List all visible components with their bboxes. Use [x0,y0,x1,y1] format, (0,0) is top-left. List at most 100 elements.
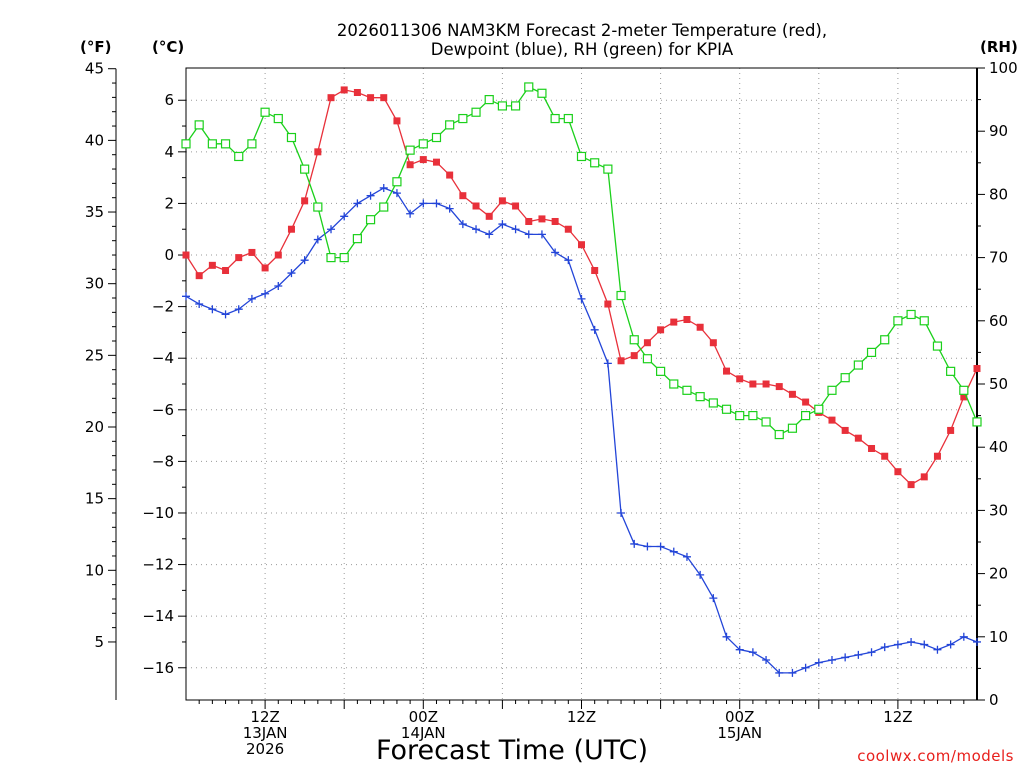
dewpoint-point [709,594,718,603]
rh-point [220,139,231,149]
rh-point [510,101,521,111]
dewpoint-point [419,199,428,208]
dewpoint-point [498,220,507,229]
rh-tick-label: 60 [989,312,1008,330]
dewpoint-point [182,292,190,301]
fahrenheit-tick-label: 25 [85,346,104,364]
temperature-point [841,426,849,434]
temperature-point [802,398,810,406]
dewpoint-point [261,289,270,298]
temperature-point [920,473,928,481]
rh-point [919,316,929,326]
dewpoint-point [735,645,744,654]
dewpoint-point [195,300,204,309]
grid-layer [186,68,978,700]
temperature-point [960,393,968,401]
temperature-point [564,225,572,233]
dewpoint-point [630,539,639,548]
temperature-line [185,89,978,486]
rh-point [445,120,455,130]
series-layer [181,82,982,677]
rh-point [893,316,903,326]
celsius-tick-label: −2 [152,298,174,316]
dewpoint-point [643,542,652,551]
temperature-point [419,156,427,164]
temperature-point [894,468,902,476]
temperature-point [222,266,230,274]
axes-layer: 454035302520151056420−2−4−6−8−10−12−14−1… [85,59,1018,758]
temperature-point [907,481,915,489]
rh-point [946,366,956,376]
dewpoint-point [340,212,349,221]
rh-point [273,113,283,124]
temperature-point [696,323,704,331]
dewpoint-point [617,508,626,517]
dewpoint-point [472,225,481,234]
temperature-point [301,197,309,205]
rh-point [260,107,270,117]
rh-point [405,145,415,155]
dewpoint-point [762,656,771,665]
celsius-tick-label: −6 [152,401,174,419]
dewpoint-point [577,294,586,303]
rh-point [524,82,534,92]
rh-point [537,88,547,98]
dewpoint-point [669,547,678,556]
dewpoint-point [524,230,533,239]
celsius-tick-label: 0 [164,246,174,264]
temperature-point [314,148,322,156]
temperature-point [367,94,375,102]
rh-tick-label: 80 [989,185,1008,203]
temperature-point [327,94,335,102]
celsius-tick-label: 2 [164,194,174,212]
rh-tick-label: 70 [989,249,1008,267]
rh-point [207,139,217,149]
rh-point [418,139,428,149]
fahrenheit-tick-label: 35 [85,203,104,221]
temperature-point [709,339,717,347]
fahrenheit-tick-label: 10 [85,561,104,579]
temperature-point [208,261,216,269]
temperature-point [973,365,981,373]
rh-point [853,360,863,370]
rh-point [563,113,573,124]
temperature-point [446,171,454,179]
dewpoint-point [893,640,902,649]
dewpoint-point [551,248,560,257]
rh-tick-label: 90 [989,122,1008,140]
credit-text: coolwx.com/models [857,747,1014,765]
rh-point [497,101,507,111]
rh-point [972,417,982,427]
dewpoint-point [234,305,243,314]
rh-point [576,151,587,162]
rh-point [669,379,679,389]
dewpoint-point [300,256,309,265]
dewpoint-point [933,645,942,654]
rh-point [616,290,626,301]
dewpoint-point [722,632,731,641]
temperature-point [353,89,361,97]
dewpoint-point [880,643,889,652]
rh-point [814,404,824,414]
rh-point [682,385,692,395]
dewpoint-point [392,189,401,198]
dewpoint-point [537,230,546,239]
x-tick-label: 00Z [725,708,754,726]
rh-point [827,385,837,395]
temperature-point [340,86,348,94]
temperature-point [788,390,796,398]
temperature-point [485,212,493,220]
x-tick-label: 12Z [567,708,596,726]
dewpoint-point [313,235,322,244]
temperature-point [933,452,941,460]
dewpoint-point [656,542,665,551]
fahrenheit-tick-label: 5 [94,633,104,651]
dewpoint-point [788,668,797,677]
dewpoint-point [458,220,467,229]
dewpoint-point [775,668,784,677]
rh-point [721,404,732,414]
dewpoint-point [907,637,916,646]
temperature-point [617,357,625,365]
rh-point [313,202,323,212]
rh-point [840,373,850,383]
